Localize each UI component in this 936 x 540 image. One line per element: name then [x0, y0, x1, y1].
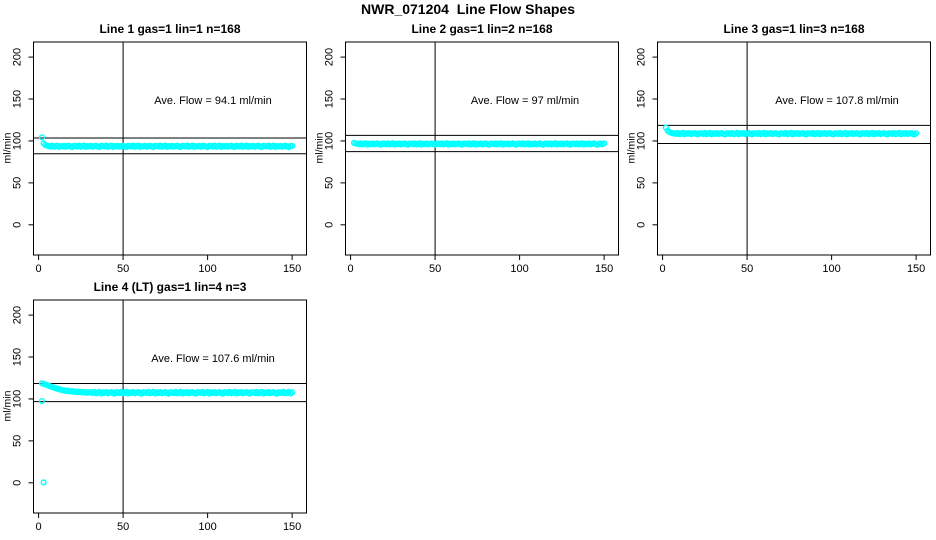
figure-title: NWR_071204 Line Flow Shapes — [361, 1, 575, 17]
y-tick-label: 150 — [12, 348, 24, 366]
y-tick-label: 0 — [636, 222, 648, 228]
y-tick-label: 100 — [12, 390, 24, 408]
y-tick-label: 100 — [12, 132, 24, 150]
x-tick-label: 50 — [429, 263, 441, 275]
x-tick-label: 150 — [907, 263, 925, 275]
panel-title: Line 1 gas=1 lin=1 n=168 — [99, 22, 240, 36]
x-tick-label: 50 — [117, 263, 129, 275]
x-tick-label: 0 — [660, 263, 666, 275]
y-axis-label: ml/min — [314, 132, 326, 163]
y-tick-label: 50 — [12, 177, 24, 189]
y-tick-label: 200 — [636, 48, 648, 66]
data-points — [38, 380, 296, 486]
plot-box — [33, 41, 307, 256]
ave-flow-annotation: Ave. Flow = 107.8 ml/min — [775, 95, 899, 107]
data-point — [601, 140, 608, 147]
y-tick-label: 150 — [636, 90, 648, 108]
panel-line-4: Line 4 (LT) gas=1 lin=4 n=3 0 50 100 150 0 50 1… — [0, 276, 312, 538]
data-point — [38, 134, 46, 141]
line-2-flow-chart: Line 2 gas=1 lin=2 n=168 0 50 100 150 0 50 100 1… — [314, 22, 619, 275]
ave-flow-annotation: Ave. Flow = 107.6 ml/min — [151, 353, 275, 365]
y-tick-label: 0 — [324, 222, 336, 228]
outlier-point — [40, 479, 47, 486]
y-axis-label: ml/min — [626, 132, 638, 163]
x-tick-label: 150 — [283, 521, 301, 533]
y-tick-label: 100 — [636, 132, 648, 150]
x-tick-label: 100 — [822, 263, 840, 275]
plot-box — [345, 41, 619, 256]
x-tick-label: 50 — [741, 263, 753, 275]
y-tick-label: 200 — [11, 48, 23, 66]
y-tick-label: 100 — [324, 132, 336, 150]
data-points — [38, 134, 296, 151]
y-tick-label: 0 — [12, 480, 24, 486]
y-tick-label: 50 — [324, 177, 336, 189]
y-tick-label: 150 — [324, 90, 336, 108]
x-tick-label: 0 — [348, 263, 354, 275]
x-tick-label: 100 — [198, 263, 216, 275]
data-point — [289, 142, 296, 150]
ave-flow-annotation: Ave. Flow = 97 ml/min — [471, 95, 579, 107]
y-axis-label: ml/min — [2, 132, 14, 163]
y-tick-label: 200 — [324, 48, 336, 66]
y-tick-label: 200 — [11, 306, 23, 324]
x-tick-label: 150 — [595, 263, 613, 275]
y-tick-label: 50 — [12, 435, 24, 447]
y-tick-label: 0 — [12, 222, 24, 228]
panel-line-3: Line 3 gas=1 lin=3 n=168 0 50 100 150 0 50 100 1… — [624, 18, 936, 280]
x-tick-label: 50 — [117, 521, 129, 533]
panel-title: Line 4 (LT) gas=1 lin=4 n=3 — [94, 280, 247, 294]
panel-line-1: Line 1 gas=1 lin=1 n=168 0 50 100 150 0 50 100 1… — [0, 18, 312, 280]
outlier-point — [38, 397, 46, 405]
line-4-flow-chart: Line 4 (LT) gas=1 lin=4 n=3 0 50 100 150 0 50 1… — [2, 280, 307, 533]
plot-box — [657, 41, 931, 256]
data-points — [662, 124, 920, 138]
x-tick-label: 150 — [283, 263, 301, 275]
y-tick-label: 50 — [636, 177, 648, 189]
data-point — [289, 389, 296, 396]
x-tick-label: 0 — [36, 263, 42, 275]
panel-line-2: Line 2 gas=1 lin=2 n=168 0 50 100 150 0 50 100 1… — [312, 18, 624, 280]
ave-flow-annotation: Ave. Flow = 94.1 ml/min — [154, 95, 271, 107]
x-tick-label: 0 — [36, 521, 42, 533]
x-tick-label: 100 — [510, 263, 528, 275]
data-points — [350, 139, 608, 148]
y-tick-label: 150 — [12, 90, 24, 108]
line-3-flow-chart: Line 3 gas=1 lin=3 n=168 0 50 100 150 0 50 100 1… — [626, 22, 931, 275]
x-tick-label: 100 — [198, 521, 216, 533]
panel-title: Line 2 gas=1 lin=2 n=168 — [411, 22, 552, 36]
line-1-flow-chart: Line 1 gas=1 lin=1 n=168 0 50 100 150 0 50 100 1… — [2, 22, 307, 275]
panel-title: Line 3 gas=1 lin=3 n=168 — [723, 22, 864, 36]
plot-box — [33, 299, 307, 514]
y-axis-label: ml/min — [2, 390, 14, 421]
data-point — [913, 130, 920, 137]
